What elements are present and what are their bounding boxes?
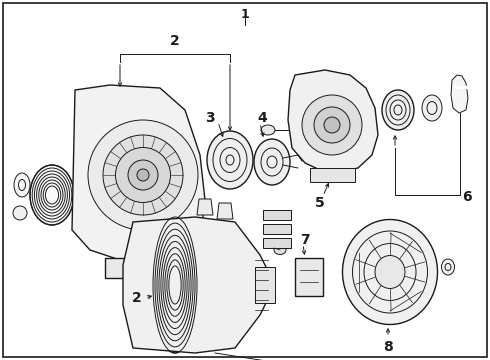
Text: 1: 1	[241, 8, 249, 21]
Ellipse shape	[261, 125, 275, 135]
Ellipse shape	[13, 206, 27, 220]
Ellipse shape	[153, 217, 197, 353]
Text: 8: 8	[383, 340, 393, 354]
Ellipse shape	[274, 246, 286, 255]
Polygon shape	[105, 258, 175, 278]
Bar	[295, 258, 323, 296]
Circle shape	[302, 95, 362, 155]
Polygon shape	[451, 75, 468, 113]
Circle shape	[128, 256, 152, 280]
Polygon shape	[197, 199, 213, 215]
Polygon shape	[288, 70, 378, 172]
Circle shape	[324, 117, 340, 133]
Text: 2: 2	[132, 291, 142, 305]
Ellipse shape	[441, 259, 455, 275]
Polygon shape	[123, 217, 270, 353]
Polygon shape	[72, 85, 205, 260]
Ellipse shape	[116, 148, 171, 202]
Text: 6: 6	[462, 190, 471, 204]
Ellipse shape	[128, 160, 158, 190]
Ellipse shape	[254, 139, 290, 185]
Ellipse shape	[207, 131, 253, 189]
Bar	[263, 238, 291, 248]
Ellipse shape	[14, 173, 30, 197]
Ellipse shape	[88, 120, 198, 230]
Ellipse shape	[422, 95, 442, 121]
Bar	[263, 224, 291, 234]
Polygon shape	[217, 203, 233, 219]
Text: 5: 5	[315, 196, 325, 210]
Text: 3: 3	[205, 111, 215, 125]
Text: 2: 2	[170, 34, 180, 48]
Circle shape	[314, 107, 350, 143]
Ellipse shape	[382, 90, 414, 130]
Ellipse shape	[103, 135, 183, 215]
Ellipse shape	[375, 256, 405, 288]
Text: 7: 7	[300, 233, 310, 247]
Ellipse shape	[343, 220, 438, 324]
Bar	[255, 267, 275, 303]
Ellipse shape	[137, 169, 149, 181]
Polygon shape	[310, 168, 355, 182]
Text: 4: 4	[257, 111, 267, 125]
Bar	[263, 210, 291, 220]
Ellipse shape	[30, 165, 74, 225]
